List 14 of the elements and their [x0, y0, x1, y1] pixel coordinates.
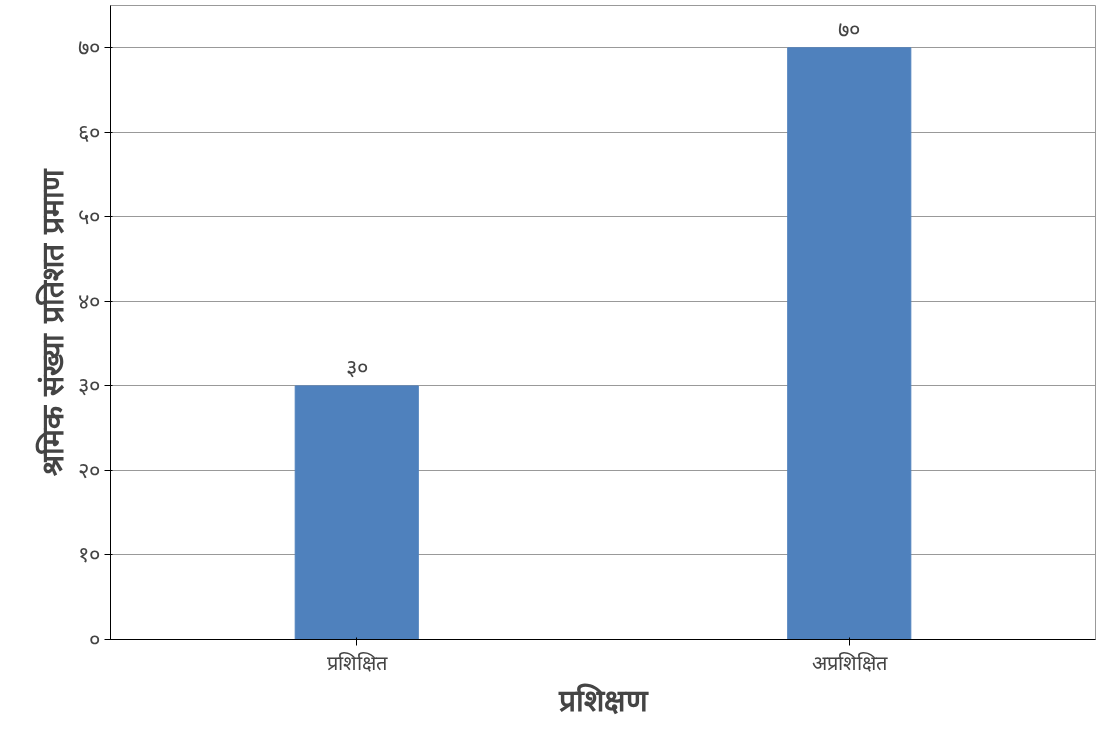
data-label: ७०: [838, 16, 861, 42]
y-tick-label: ६०: [77, 119, 100, 145]
y-tick-label: २०: [77, 457, 100, 483]
x-tick-label: प्रशिक्षित: [326, 650, 388, 675]
data-label: ३०: [345, 354, 368, 380]
y-tick-label: १०: [77, 542, 100, 568]
x-tick-label: अप्रशिक्षित: [811, 650, 888, 675]
y-tick-label: ७०: [77, 35, 100, 61]
y-tick-label: ०: [88, 627, 100, 652]
y-tick-label: ४०: [77, 288, 100, 314]
y-tick-label: ५०: [77, 204, 100, 230]
x-axis-title: प्रशिक्षण: [557, 682, 649, 718]
y-axis-title: श्रमिक संख्या प्रतिशत प्रमाण: [34, 167, 70, 477]
y-tick-label: ३०: [77, 373, 100, 399]
